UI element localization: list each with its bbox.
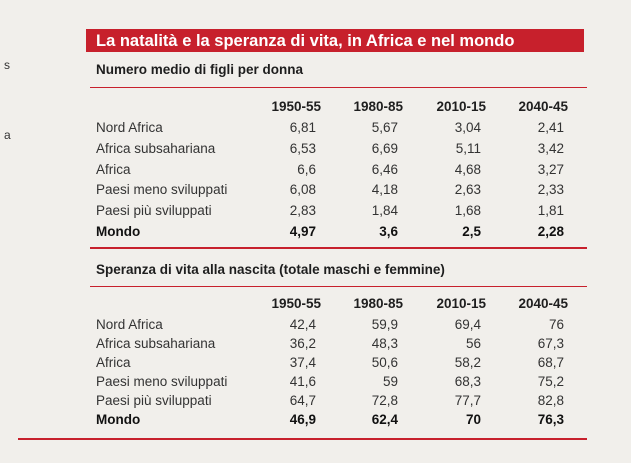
table-cell: 4,97 — [289, 224, 316, 239]
table-cell: 56 — [465, 336, 481, 351]
row-label: Paesi più sviluppati — [96, 203, 212, 218]
table-cell: 42,4 — [289, 317, 316, 332]
table-cell: 72,8 — [371, 393, 398, 408]
table-cell: 37,4 — [289, 355, 316, 370]
table-cell: 41,6 — [289, 374, 316, 389]
table-cell: 6,81 — [289, 120, 316, 135]
table-cell: 2,28 — [537, 224, 564, 239]
table-cell: 6,08 — [289, 182, 316, 197]
table-cell: 36,2 — [289, 336, 316, 351]
table-cell: 68,3 — [454, 374, 481, 389]
row-label: Mondo — [96, 224, 141, 239]
column-header: 1980-85 — [353, 296, 403, 311]
row-label: Paesi più sviluppati — [96, 393, 212, 408]
table-cell: 69,4 — [454, 317, 481, 332]
section-divider — [90, 286, 587, 287]
column-header: 2010-15 — [436, 99, 486, 114]
row-label: Mondo — [96, 412, 141, 427]
section-heading-life-expectancy: Speranza di vita alla nascita (totale ma… — [96, 262, 445, 277]
row-label: Africa subsahariana — [96, 336, 216, 351]
table-cell: 75,2 — [537, 374, 564, 389]
section-divider — [90, 247, 587, 249]
table-cell: 6,6 — [297, 162, 316, 177]
table-cell: 82,8 — [537, 393, 564, 408]
table-cell: 3,42 — [537, 141, 564, 156]
row-label: Nord Africa — [96, 317, 163, 332]
title-bar — [86, 29, 584, 52]
table-cell: 62,4 — [371, 412, 398, 427]
table-cell: 59 — [382, 374, 398, 389]
table-cell: 4,68 — [454, 162, 481, 177]
table-cell: 67,3 — [537, 336, 564, 351]
section-divider — [90, 87, 587, 88]
table-cell: 2,33 — [537, 182, 564, 197]
table-cell: 76,3 — [537, 412, 564, 427]
margin-mark-1: s — [4, 58, 10, 72]
column-header: 2040-45 — [518, 296, 568, 311]
row-label: Africa subsahariana — [96, 141, 216, 156]
table-cell: 46,9 — [289, 412, 316, 427]
table-cell: 1,81 — [537, 203, 564, 218]
column-header: 1950-55 — [271, 296, 321, 311]
column-header: 1950-55 — [271, 99, 321, 114]
row-label: Nord Africa — [96, 120, 163, 135]
row-label: Africa — [96, 355, 131, 370]
table-cell: 77,7 — [454, 393, 481, 408]
table-cell: 2,41 — [537, 120, 564, 135]
table-cell: 76 — [548, 317, 564, 332]
row-label: Paesi meno sviluppati — [96, 374, 228, 389]
column-header: 1980-85 — [353, 99, 403, 114]
table-cell: 4,18 — [371, 182, 398, 197]
table-cell: 50,6 — [371, 355, 398, 370]
table-cell: 6,69 — [371, 141, 398, 156]
table-cell: 48,3 — [371, 336, 398, 351]
table-cell: 2,5 — [462, 224, 481, 239]
page-title: La natalità e la speranza di vita, in Af… — [96, 32, 515, 50]
table-cell: 2,83 — [289, 203, 316, 218]
row-label: Paesi meno sviluppati — [96, 182, 228, 197]
section-heading-fertility: Numero medio di figli per donna — [96, 62, 304, 77]
column-header: 2040-45 — [518, 99, 568, 114]
table-cell: 3,27 — [537, 162, 564, 177]
table-cell: 6,46 — [371, 162, 398, 177]
table-cell: 3,6 — [379, 224, 398, 239]
margin-mark-2: a — [4, 128, 11, 142]
table-cell: 2,63 — [454, 182, 481, 197]
table-cell: 1,84 — [371, 203, 398, 218]
table-cell: 58,2 — [454, 355, 481, 370]
table-cell: 59,9 — [371, 317, 398, 332]
column-header: 2010-15 — [436, 296, 486, 311]
table-cell: 5,11 — [455, 141, 481, 156]
table-cell: 5,67 — [371, 120, 398, 135]
table-cell: 68,7 — [537, 355, 564, 370]
table-bottom-rule — [18, 438, 587, 440]
table-cell: 6,53 — [289, 141, 316, 156]
table-cell: 1,68 — [454, 203, 481, 218]
row-label: Africa — [96, 162, 131, 177]
table-cell: 70 — [465, 412, 481, 427]
table-cell: 64,7 — [289, 393, 316, 408]
table-cell: 3,04 — [454, 120, 481, 135]
